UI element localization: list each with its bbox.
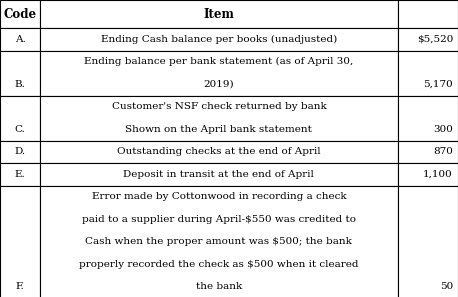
Text: F.: F. xyxy=(16,282,25,291)
Text: 1,100: 1,100 xyxy=(423,170,453,179)
Text: Outstanding checks at the end of April: Outstanding checks at the end of April xyxy=(117,147,321,156)
Text: the bank: the bank xyxy=(196,282,242,291)
Bar xyxy=(0,50,40,96)
Text: Customer's NSF check returned by bank: Customer's NSF check returned by bank xyxy=(112,102,326,111)
Bar xyxy=(398,50,458,96)
Text: 2019): 2019) xyxy=(204,80,234,89)
Bar xyxy=(398,186,458,297)
Bar xyxy=(0,28,40,50)
Text: Ending balance per bank statement (as of April 30,: Ending balance per bank statement (as of… xyxy=(84,57,354,66)
Text: Cash when the proper amount was $500; the bank: Cash when the proper amount was $500; th… xyxy=(86,237,352,246)
Text: C.: C. xyxy=(15,125,26,134)
Text: Item: Item xyxy=(203,7,234,20)
Text: Shown on the April bank statement: Shown on the April bank statement xyxy=(125,125,312,134)
Bar xyxy=(40,140,398,163)
Bar xyxy=(40,96,398,140)
Text: Ending Cash balance per books (unadjusted): Ending Cash balance per books (unadjuste… xyxy=(101,35,337,44)
Bar xyxy=(398,0,458,28)
Text: Deposit in transit at the end of April: Deposit in transit at the end of April xyxy=(124,170,314,179)
Text: 300: 300 xyxy=(433,125,453,134)
Bar xyxy=(398,28,458,50)
Text: Code: Code xyxy=(4,7,37,20)
Bar xyxy=(0,186,40,297)
Text: 5,170: 5,170 xyxy=(423,80,453,89)
Text: B.: B. xyxy=(15,80,26,89)
Text: E.: E. xyxy=(15,170,26,179)
Text: 870: 870 xyxy=(433,147,453,156)
Text: D.: D. xyxy=(15,147,26,156)
Bar xyxy=(0,96,40,140)
Text: properly recorded the check as $500 when it cleared: properly recorded the check as $500 when… xyxy=(79,260,359,269)
Bar xyxy=(40,28,398,50)
Bar xyxy=(0,0,40,28)
Text: Error made by Cottonwood in recording a check: Error made by Cottonwood in recording a … xyxy=(92,192,346,201)
Bar xyxy=(398,140,458,163)
Text: paid to a supplier during April-$550 was credited to: paid to a supplier during April-$550 was… xyxy=(82,215,356,224)
Bar xyxy=(40,186,398,297)
Bar xyxy=(40,0,398,28)
Text: A.: A. xyxy=(15,35,26,44)
Bar xyxy=(40,163,398,186)
Bar xyxy=(0,163,40,186)
Text: 50: 50 xyxy=(440,282,453,291)
Bar xyxy=(0,140,40,163)
Bar xyxy=(40,50,398,96)
Bar xyxy=(398,96,458,140)
Text: $5,520: $5,520 xyxy=(417,35,453,44)
Bar xyxy=(398,163,458,186)
